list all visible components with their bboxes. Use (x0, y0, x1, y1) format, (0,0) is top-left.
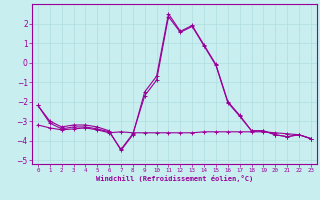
X-axis label: Windchill (Refroidissement éolien,°C): Windchill (Refroidissement éolien,°C) (96, 175, 253, 182)
